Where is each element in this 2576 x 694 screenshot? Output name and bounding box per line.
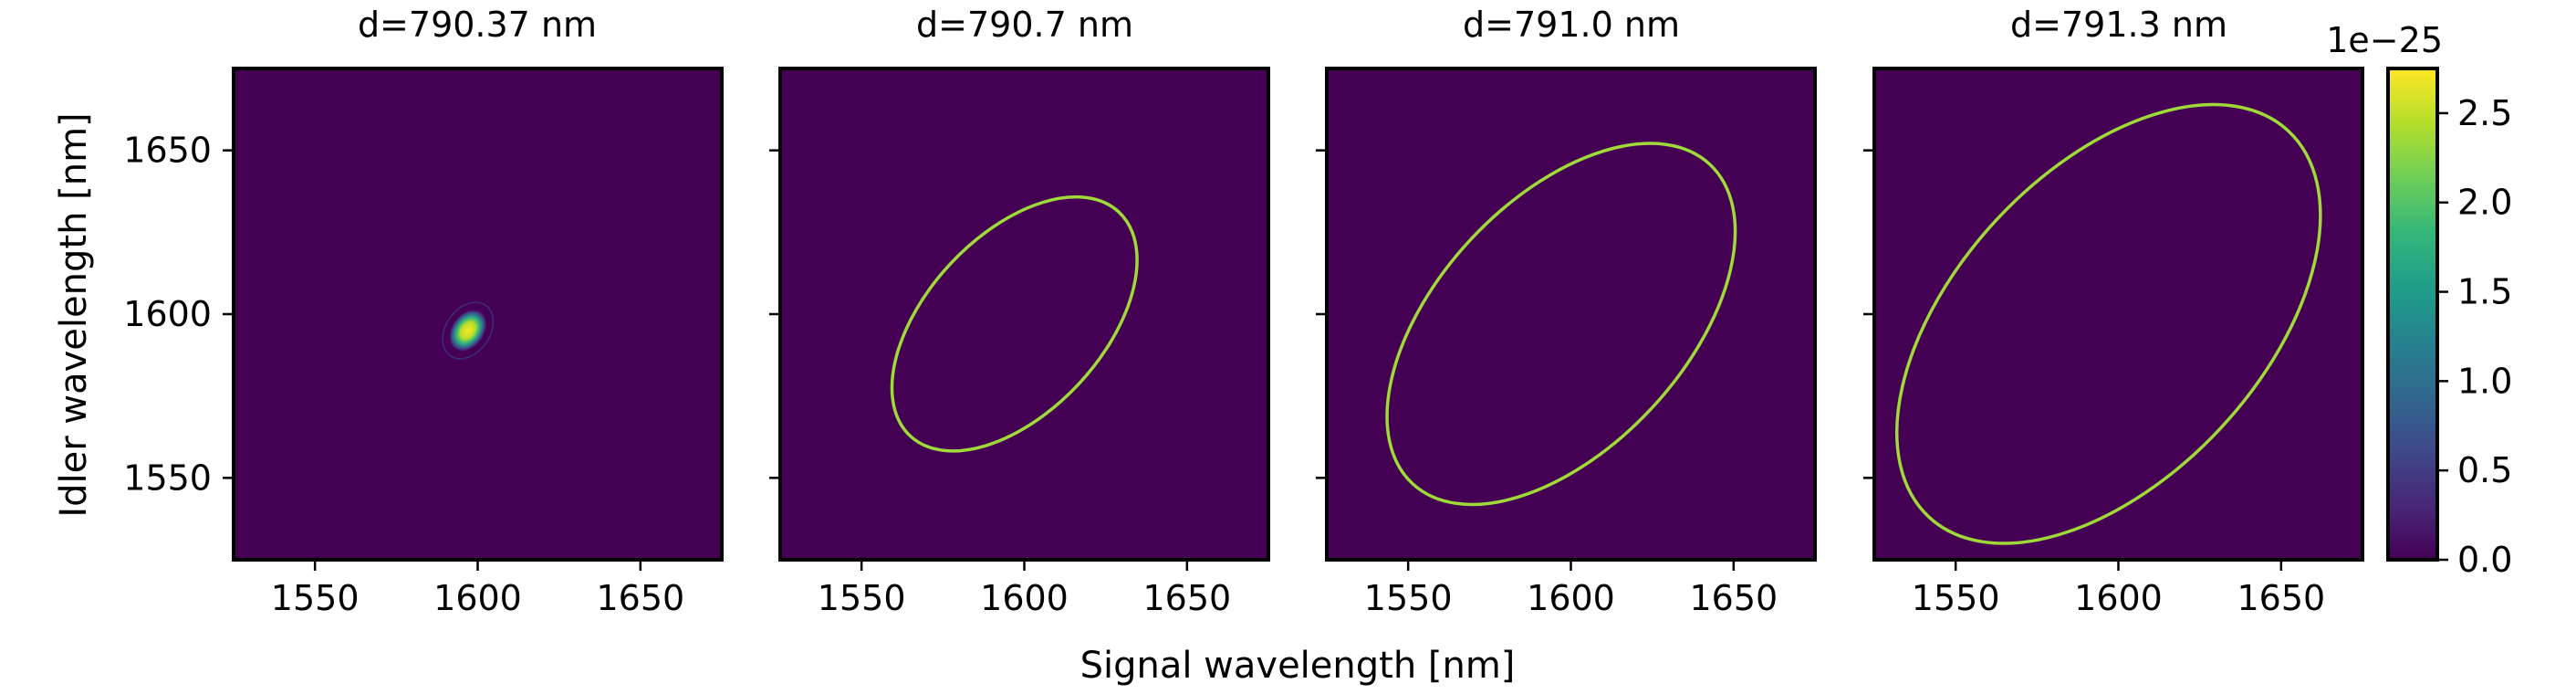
intensity-ring <box>1385 142 1737 507</box>
colorbar-ticks: 0.0 0.5 1.0 1.5 2.0 2.5 <box>2437 93 2512 580</box>
heatmap-background <box>1327 68 1815 560</box>
panel-title-3: d=791.0 nm <box>1463 5 1680 45</box>
intensity-ring <box>1894 102 2322 545</box>
x-tick-label: 1650 <box>1689 578 1778 618</box>
y-tick-label: 1600 <box>123 294 212 334</box>
x-tick-label: 1650 <box>596 578 684 618</box>
intensity-spot <box>449 310 487 352</box>
x-tick-label: 1600 <box>1527 578 1615 618</box>
spot-halo <box>442 301 495 360</box>
x-axis-label: Signal wavelength [nm] <box>1080 645 1516 687</box>
panel-2: 1550 1600 1650 <box>769 67 1270 618</box>
x-tick-label: 1600 <box>433 578 522 618</box>
panel-title-1: d=790.37 nm <box>358 5 597 45</box>
panel-title-2: d=790.7 nm <box>916 5 1133 45</box>
x-tick-label: 1650 <box>2237 578 2325 618</box>
colorbar-tick-label: 1.0 <box>2457 361 2512 401</box>
y-tick-label: 1650 <box>123 131 212 171</box>
intensity-ring <box>890 195 1139 453</box>
panel-1: 1550 1600 1650 1550 1600 1650 <box>123 67 724 618</box>
x-tick-label: 1550 <box>1364 578 1453 618</box>
x-tick-label: 1600 <box>980 578 1069 618</box>
heatmap-background <box>780 68 1268 560</box>
colorbar-tick-label: 2.0 <box>2457 183 2512 223</box>
heatmap-background <box>1874 68 2362 560</box>
x-tick-label: 1650 <box>1142 578 1231 618</box>
colorbar-tick-label: 0.0 <box>2457 540 2512 580</box>
colorbar-exponent: 1e−25 <box>2326 20 2443 60</box>
colorbar-tick-label: 2.5 <box>2457 93 2512 133</box>
x-tick-label: 1550 <box>271 578 360 618</box>
x-tick-label: 1550 <box>818 578 906 618</box>
colorbar-tick-label: 1.5 <box>2457 272 2512 312</box>
x-tick-label: 1600 <box>2074 578 2163 618</box>
colorbar-fill <box>2386 67 2439 562</box>
y-tick-label: 1550 <box>123 457 212 498</box>
colorbar-tick-label: 0.5 <box>2457 450 2512 490</box>
colorbar: 0.0 0.5 1.0 1.5 2.0 2.5 1e−25 <box>2326 20 2512 580</box>
x-tick-label: 1550 <box>1912 578 2000 618</box>
panel-3: 1550 1600 1650 <box>1316 67 1817 618</box>
y-axis-label: Idler wavelength [nm] <box>53 112 95 517</box>
panel-title-4: d=791.3 nm <box>2010 5 2227 45</box>
panel-4: 1550 1600 1650 <box>1863 67 2364 618</box>
